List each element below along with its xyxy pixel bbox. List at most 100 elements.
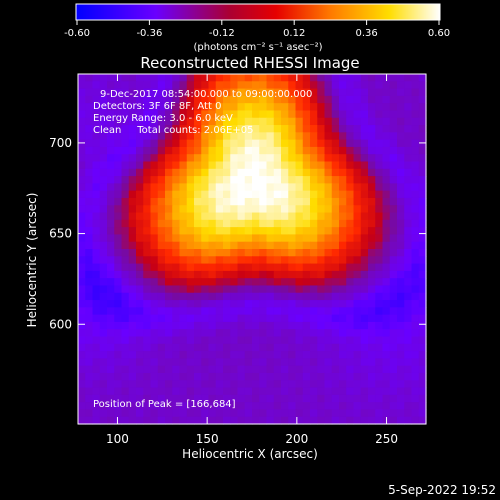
heatmap-cell xyxy=(92,263,101,272)
heatmap-cell xyxy=(194,380,202,389)
heatmap-cell xyxy=(302,292,311,301)
heatmap-cell xyxy=(179,307,188,316)
heatmap-cell xyxy=(397,234,405,243)
heatmap-cell xyxy=(85,161,94,170)
heatmap-cell xyxy=(143,256,152,265)
heatmap-cell xyxy=(215,387,224,396)
heatmap-cell xyxy=(353,351,362,359)
heatmap-cell xyxy=(382,176,391,184)
heatmap-cell xyxy=(136,394,144,403)
heatmap-cell xyxy=(317,132,326,141)
heatmap-cell xyxy=(107,234,115,243)
heatmap-cell xyxy=(317,183,326,192)
heatmap-cell xyxy=(244,358,253,367)
heatmap-cell xyxy=(92,256,101,265)
heatmap-cell xyxy=(244,212,253,221)
heatmap-cell xyxy=(194,307,202,316)
heatmap-cell xyxy=(259,329,268,338)
heatmap-cell xyxy=(310,402,318,411)
heatmap-cell xyxy=(99,168,108,177)
heatmap-cell xyxy=(172,409,181,418)
heatmap-cell xyxy=(99,292,108,301)
heatmap-cell xyxy=(157,241,166,250)
heatmap-cell xyxy=(360,125,369,133)
heatmap-cell xyxy=(397,343,405,352)
heatmap-cell xyxy=(136,314,144,323)
heatmap-cell xyxy=(375,329,384,338)
heatmap-cell xyxy=(404,205,413,214)
heatmap-cell xyxy=(266,307,275,316)
heatmap-cell xyxy=(215,263,224,272)
heatmap-cell xyxy=(92,190,101,199)
heatmap-cell xyxy=(331,219,340,228)
heatmap-cell xyxy=(237,212,246,221)
heatmap-cell xyxy=(346,416,355,425)
heatmap-cell xyxy=(310,190,318,199)
heatmap-cell xyxy=(186,300,195,308)
heatmap-cell xyxy=(317,139,326,148)
heatmap-cell xyxy=(353,241,362,250)
heatmap-cell xyxy=(237,190,246,199)
heatmap-cell xyxy=(157,190,166,199)
heatmap-cell xyxy=(266,241,275,250)
heatmap-cell xyxy=(339,372,347,381)
heatmap-cell xyxy=(368,241,376,250)
heatmap-cell xyxy=(353,88,362,97)
heatmap-cell xyxy=(150,394,159,403)
heatmap-cell xyxy=(223,168,231,177)
heatmap-cell xyxy=(281,205,289,214)
heatmap-cell xyxy=(186,103,195,112)
heatmap-cell xyxy=(317,351,326,359)
heatmap-cell xyxy=(339,365,347,374)
heatmap-cell xyxy=(295,416,304,425)
heatmap-cell xyxy=(397,197,405,206)
heatmap-cell xyxy=(310,227,318,236)
heatmap-cell xyxy=(353,263,362,272)
heatmap-cell xyxy=(375,321,384,330)
heatmap-cell xyxy=(375,270,384,279)
heatmap-cell xyxy=(78,227,86,236)
heatmap-cell xyxy=(310,88,318,97)
heatmap-cell xyxy=(288,132,297,141)
heatmap-cell xyxy=(201,336,210,345)
heatmap-cell xyxy=(92,125,101,133)
heatmap-cell xyxy=(418,146,427,155)
heatmap-cell xyxy=(179,292,188,301)
heatmap-cell xyxy=(252,416,260,425)
heatmap-cell xyxy=(157,402,166,411)
heatmap-cell xyxy=(150,183,159,192)
heatmap-cell xyxy=(237,365,246,374)
heatmap-cell xyxy=(389,365,398,374)
heatmap-cell xyxy=(288,81,297,90)
heatmap-cell xyxy=(194,270,202,279)
heatmap-cell xyxy=(295,278,304,287)
heatmap-cell xyxy=(266,285,275,294)
heatmap-cell xyxy=(201,74,210,82)
heatmap-cell xyxy=(143,88,152,97)
heatmap-cell xyxy=(411,256,420,265)
heatmap-cell xyxy=(121,263,130,272)
heatmap-cell xyxy=(121,81,130,90)
heatmap-cell xyxy=(107,372,115,381)
heatmap-cell xyxy=(368,292,376,301)
heatmap-cell xyxy=(172,263,181,272)
heatmap-cell xyxy=(418,161,427,170)
heatmap-cell xyxy=(317,270,326,279)
heatmap-cell xyxy=(230,321,239,330)
heatmap-cell xyxy=(288,351,297,359)
heatmap-cell xyxy=(360,74,369,82)
heatmap-cell xyxy=(172,343,181,352)
heatmap-cell xyxy=(252,321,260,330)
heatmap-cell xyxy=(288,139,297,148)
heatmap-cell xyxy=(179,351,188,359)
heatmap-cell xyxy=(302,241,311,250)
heatmap-cell xyxy=(150,249,159,257)
heatmap-cell xyxy=(310,307,318,316)
heatmap-cell xyxy=(237,139,246,148)
heatmap-cell xyxy=(382,380,391,389)
heatmap-cell xyxy=(194,88,202,97)
heatmap-cell xyxy=(85,197,94,206)
heatmap-cell xyxy=(157,219,166,228)
heatmap-cell xyxy=(208,154,217,163)
heatmap-cell xyxy=(252,336,260,345)
